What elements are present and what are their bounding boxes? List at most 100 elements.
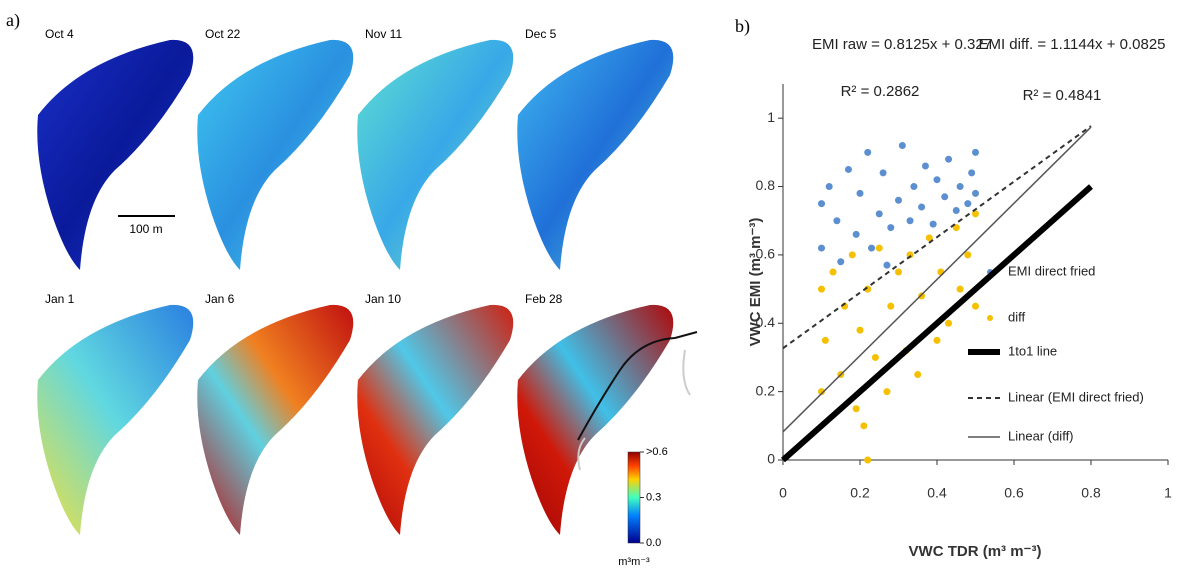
x-tick-label: 0 xyxy=(779,485,787,501)
panel-label: b) xyxy=(735,16,750,37)
data-point xyxy=(864,456,872,464)
data-point xyxy=(860,422,868,430)
data-point xyxy=(952,224,960,232)
data-point xyxy=(972,210,979,218)
data-point xyxy=(972,189,979,197)
stream-line-light xyxy=(577,349,691,471)
data-point xyxy=(941,193,949,201)
data-point xyxy=(818,388,825,396)
data-point xyxy=(898,142,906,150)
fit-line xyxy=(781,184,1093,463)
legend-swatch xyxy=(987,315,993,321)
colorbar-tick-label: 0.0 xyxy=(646,537,661,549)
x-tick-label: 0.6 xyxy=(1004,485,1024,501)
colorbar xyxy=(627,451,641,544)
data-point xyxy=(829,268,837,276)
map-panel xyxy=(517,304,674,535)
data-point xyxy=(825,183,833,191)
data-point xyxy=(972,302,979,310)
data-point xyxy=(972,148,979,156)
y-tick-label: 0 xyxy=(767,451,775,467)
equation: EMI diff. = 1.1144x + 0.0825 xyxy=(978,36,1165,53)
panel-title: Jan 6 xyxy=(205,292,235,306)
colorbar-tick-label: 0.3 xyxy=(646,491,661,503)
legend-label: Linear (EMI direct fried) xyxy=(1008,389,1144,404)
x-axis-label: VWC TDR (m³ m⁻³) xyxy=(909,543,1042,560)
data-point xyxy=(964,200,972,208)
data-point xyxy=(906,217,914,225)
y-axis-label: VWC EMI (m³ m⁻³) xyxy=(747,218,764,347)
x-tick-label: 0.2 xyxy=(850,485,870,501)
map-panel xyxy=(37,39,194,271)
x-tick-label: 0.4 xyxy=(927,485,947,501)
data-point xyxy=(818,285,825,293)
data-point xyxy=(818,200,825,208)
equation: EMI raw = 0.8125x + 0.327 xyxy=(812,36,992,53)
data-point xyxy=(833,217,841,225)
stream-line xyxy=(577,331,698,441)
data-point xyxy=(895,196,902,204)
data-point xyxy=(929,220,937,228)
data-point xyxy=(914,371,922,379)
data-point xyxy=(945,319,953,327)
scale-bar-label: 100 m xyxy=(129,222,162,236)
r-squared: R² = 0.2862 xyxy=(841,83,920,100)
colorbar-tick-label: >0.6 xyxy=(646,446,668,458)
data-point xyxy=(921,162,929,170)
data-point xyxy=(875,244,883,252)
data-point xyxy=(887,224,895,232)
panel-label: a) xyxy=(6,10,20,31)
data-point xyxy=(856,326,864,334)
data-point xyxy=(918,292,926,300)
data-point xyxy=(883,388,891,396)
data-point xyxy=(945,155,953,163)
data-point xyxy=(964,251,972,259)
data-point xyxy=(879,169,887,177)
data-point xyxy=(956,285,964,293)
data-point xyxy=(844,165,852,173)
data-point xyxy=(918,203,926,211)
y-tick-label: 0.4 xyxy=(756,314,776,330)
data-point xyxy=(925,234,933,242)
legend-label: Linear (diff) xyxy=(1008,428,1074,443)
data-point xyxy=(871,353,879,361)
fit-line xyxy=(782,126,1092,433)
map-panel xyxy=(357,39,514,271)
data-point xyxy=(933,176,941,184)
data-point xyxy=(868,244,876,252)
data-point xyxy=(852,405,860,413)
y-tick-label: 1 xyxy=(767,109,775,125)
data-point xyxy=(887,302,895,310)
data-point xyxy=(818,244,825,252)
data-point xyxy=(937,268,945,276)
map-panel xyxy=(197,304,354,535)
data-point xyxy=(895,268,902,276)
panel-title: Nov 11 xyxy=(365,27,402,41)
data-point xyxy=(837,258,845,266)
y-tick-label: 0.2 xyxy=(756,382,776,398)
panel-title: Dec 5 xyxy=(525,27,557,41)
panel-title: Jan 1 xyxy=(45,292,75,306)
x-tick-label: 1 xyxy=(1164,485,1172,501)
panel-title: Oct 22 xyxy=(205,27,241,41)
y-tick-label: 0.6 xyxy=(756,246,776,262)
data-point xyxy=(883,261,891,269)
map-panel xyxy=(517,39,674,271)
panel-title: Oct 4 xyxy=(45,27,74,41)
data-point xyxy=(968,169,976,177)
map-panel xyxy=(197,39,354,271)
data-point xyxy=(864,148,872,156)
legend-label: 1to1 line xyxy=(1008,343,1057,358)
data-point xyxy=(910,183,918,191)
map-panel xyxy=(357,304,514,535)
data-point xyxy=(852,230,860,238)
colorbar-unit: m³m⁻³ xyxy=(618,556,650,568)
x-tick-label: 0.8 xyxy=(1081,485,1101,501)
data-point xyxy=(875,210,883,218)
data-point xyxy=(856,189,864,197)
r-squared: R² = 0.4841 xyxy=(1023,87,1102,104)
legend-label: EMI direct fried xyxy=(1008,263,1095,278)
data-point xyxy=(956,183,964,191)
data-point xyxy=(848,251,856,259)
